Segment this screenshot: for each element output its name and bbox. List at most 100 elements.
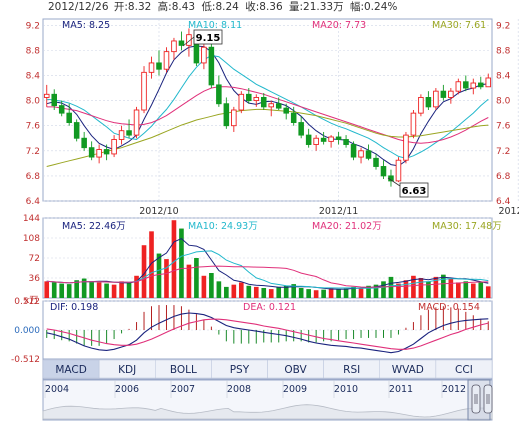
candle <box>231 106 237 132</box>
volume-bar <box>194 258 199 298</box>
candle <box>448 88 454 104</box>
candle <box>433 88 439 110</box>
candle <box>156 50 162 76</box>
volume-bar <box>164 259 169 298</box>
macd-legend: DIF: 0.198 DEA: 0.121 MACD: 0.154 <box>50 302 480 313</box>
volume-ytick: 36 <box>29 274 41 284</box>
volume-bar <box>261 288 267 298</box>
volume-bar <box>396 283 401 298</box>
candle-body-up <box>171 40 177 53</box>
price-ytick-right: 8.8 <box>496 46 511 56</box>
candle <box>373 153 379 170</box>
candle <box>208 40 215 89</box>
candle <box>111 135 117 158</box>
volume-bar <box>201 275 207 298</box>
candle-body-up <box>201 46 207 64</box>
price-ytick-left: 8.0 <box>26 97 41 107</box>
macd-dea-line <box>46 318 489 350</box>
timeline-year-2007: 2007 <box>171 384 195 395</box>
volume-bar <box>186 264 192 298</box>
tab-obv[interactable]: OBV <box>267 359 324 379</box>
volume-bar <box>366 285 371 298</box>
tab-kdj[interactable]: KDJ <box>98 359 156 379</box>
candle-body-up <box>148 62 155 73</box>
candle <box>201 44 207 70</box>
volume-bar <box>343 288 349 298</box>
timeline-year-2009: 2009 <box>283 384 307 395</box>
candle-body-up <box>133 109 140 136</box>
volume-bar <box>141 245 147 298</box>
volume-bar <box>126 282 132 298</box>
volume-bar <box>388 276 394 298</box>
volume-bar <box>89 281 94 298</box>
candle-body-up <box>313 137 319 145</box>
volume-bar <box>336 289 341 298</box>
volume-bar <box>426 281 431 298</box>
quote-high: 8.43 <box>172 1 195 13</box>
tab-macd[interactable]: MACD <box>42 359 100 379</box>
candle-body-up <box>328 136 334 142</box>
volume-bar <box>66 284 72 298</box>
macd-legend-0: DIF: 0.198 <box>50 302 98 313</box>
volume-bar <box>298 288 304 298</box>
candle <box>313 135 319 151</box>
volume-bar <box>216 281 222 298</box>
candle-body-down <box>425 96 432 108</box>
candle-body-up <box>448 90 454 98</box>
candle <box>440 84 447 101</box>
price-y-axis: 9.2 9.2 8.8 8.8 8.4 8.4 8.0 8.0 7.6 7.6 7.2 7.2 6.8 6… <box>26 21 511 207</box>
volume-bar <box>403 280 409 298</box>
tab-label: CCI <box>455 364 473 376</box>
volume-bar <box>74 280 79 298</box>
candle-body-up <box>253 96 260 102</box>
volume-bar <box>291 284 297 298</box>
price-legend-1: MA10: 8.11 <box>188 20 242 31</box>
candle <box>216 75 222 107</box>
candle-body-down <box>365 150 372 159</box>
candle <box>118 125 125 145</box>
tab-cci[interactable]: CCI <box>435 359 493 379</box>
candle <box>275 97 282 110</box>
candle <box>103 144 110 161</box>
ma-line-ma30 <box>46 108 489 167</box>
candle <box>283 103 289 120</box>
quote-header: 2012/12/26 开:8.32 高:8.43 低:8.24 收:8.36 量… <box>48 0 397 13</box>
timeline-year-2011: 2011 <box>389 384 413 395</box>
low-callout: 6.63 <box>387 177 429 198</box>
candle <box>186 28 192 57</box>
candle-body-down <box>178 40 185 46</box>
volume-bar <box>470 283 476 298</box>
candle <box>73 119 80 142</box>
timeline-right-handle[interactable] <box>483 384 493 414</box>
price-ytick-left: 6.8 <box>26 172 41 182</box>
candle-body-up <box>433 90 439 108</box>
candle-body-down <box>208 46 215 86</box>
timeline-left-handle[interactable] <box>471 384 481 414</box>
timeline-year-2008: 2008 <box>227 384 251 395</box>
timeline-year-2006: 2006 <box>115 384 139 395</box>
volume-ytick: 72 <box>29 254 40 264</box>
candle <box>463 75 469 92</box>
candle <box>455 78 462 95</box>
tab-wvad[interactable]: WVAD <box>379 359 437 379</box>
tab-boll[interactable]: BOLL <box>155 359 212 379</box>
price-ma-lines <box>46 45 489 167</box>
volume-bar <box>246 285 252 298</box>
volume-bar <box>44 281 50 298</box>
candle-body-up <box>410 112 417 136</box>
tab-psy[interactable]: PSY <box>211 359 268 379</box>
tab-label: BOLL <box>170 364 197 376</box>
candle <box>290 106 297 126</box>
volume-bar <box>268 289 274 298</box>
ma-line-ma20 <box>46 86 489 144</box>
price-ytick-right: 9.2 <box>496 21 510 31</box>
high-callout: 9.15 <box>182 29 223 47</box>
tab-rsi[interactable]: RSI <box>323 359 380 379</box>
tab-label: PSY <box>230 364 250 376</box>
volume-legend-2: MA20: 21.02万 <box>312 221 382 232</box>
candle <box>328 135 334 148</box>
candle-body-up <box>418 96 424 114</box>
volume-bar <box>104 283 109 298</box>
candle-body-up <box>470 82 477 89</box>
